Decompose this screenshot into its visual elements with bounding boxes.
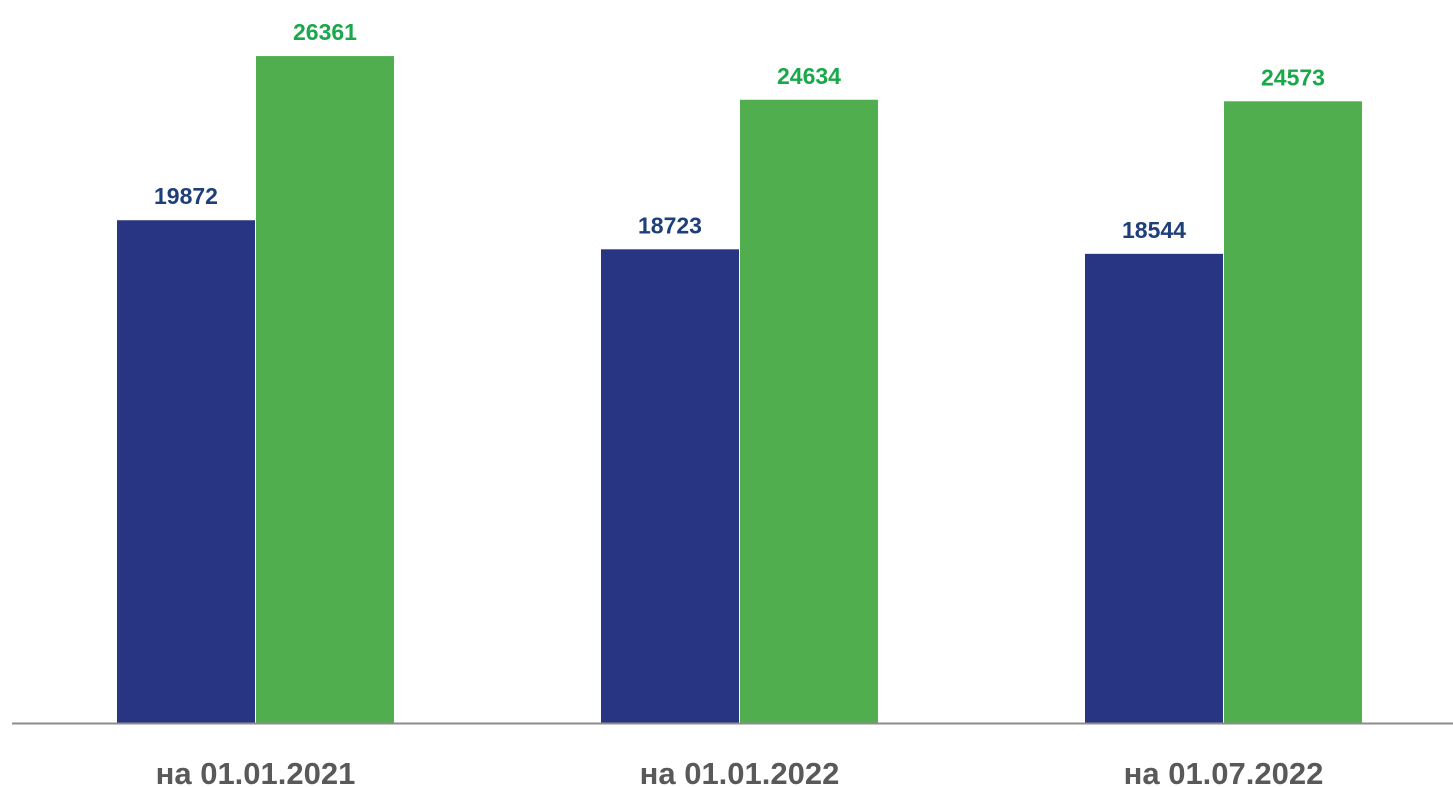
bar-series1-cat3 [1085, 253, 1223, 724]
value-label-series1-cat1: 19872 [154, 183, 218, 209]
category-labels-group: на 01.01.2021 на 01.01.2022 на 01.07.2022 [156, 756, 1324, 787]
bar-series2-cat2 [740, 99, 878, 723]
value-labels-group: 19872 26361 18723 24634 18544 24573 [154, 19, 1325, 243]
value-label-series1-cat2: 18723 [638, 212, 702, 238]
category-label-2: на 01.01.2022 [640, 756, 840, 787]
value-label-series2-cat3: 24573 [1261, 64, 1325, 90]
value-label-series2-cat2: 24634 [777, 63, 841, 89]
value-label-series1-cat3: 18544 [1122, 217, 1186, 243]
bar-series1-cat2 [601, 249, 739, 723]
category-label-3: на 01.07.2022 [1124, 756, 1324, 787]
bar-series2-cat1 [256, 56, 394, 723]
bar-series1-cat1 [117, 220, 255, 723]
category-label-1: на 01.01.2021 [156, 756, 356, 787]
value-label-series2-cat1: 26361 [293, 19, 357, 45]
bar-series2-cat3 [1224, 101, 1362, 723]
bars-group [117, 56, 1362, 724]
